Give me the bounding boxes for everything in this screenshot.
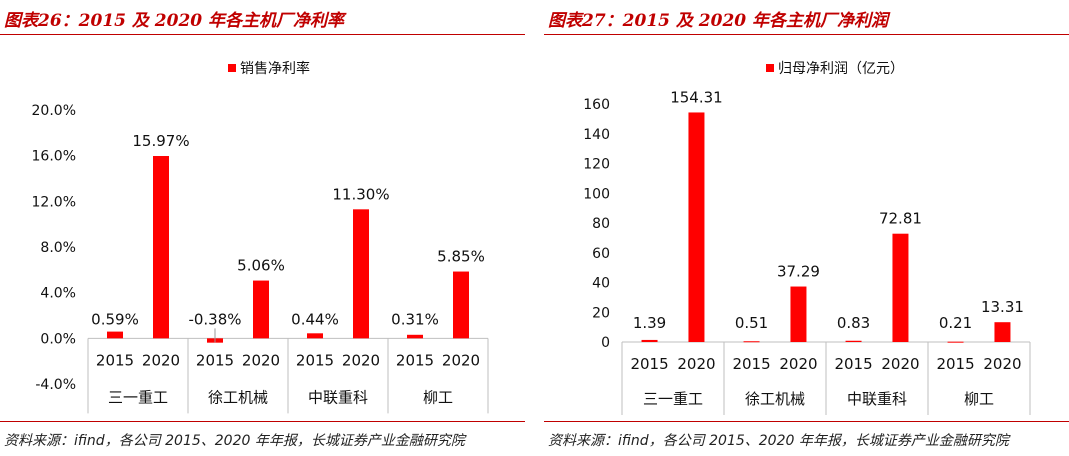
y-tick-label: 60 <box>592 246 610 262</box>
y-tick-label: 140 <box>583 127 610 143</box>
x-tick-year: 2020 <box>442 351 480 369</box>
x-group-label: 徐工机械 <box>208 388 268 406</box>
legend-label: 销售净利率 <box>240 60 310 77</box>
bar-三一重工-2020 <box>688 112 705 343</box>
bar-中联重科-2015 <box>307 333 323 339</box>
y-tick-label: 20 <box>592 305 610 321</box>
x-group-label: 徐工机械 <box>745 390 805 408</box>
x-tick-year: 2015 <box>396 351 434 369</box>
y-tick-label: 16.0% <box>32 149 76 165</box>
x-tick-year: 2020 <box>779 355 817 373</box>
y-tick-label: 100 <box>583 186 610 202</box>
y-tick-label: -4.0% <box>35 377 76 393</box>
y-tick-label: 40 <box>592 276 610 292</box>
bar-柳工-2020 <box>994 322 1011 342</box>
x-tick-year: 2020 <box>983 355 1021 373</box>
bar-中联重科-2020 <box>353 209 369 339</box>
y-tick-label: 4.0% <box>40 286 76 302</box>
y-tick-label: 8.0% <box>40 240 76 256</box>
figure-title: 图表27：2015 及 2020 年各主机厂净利润 <box>548 11 889 31</box>
bar-三一重工-2015 <box>641 339 658 342</box>
x-tick-year: 2020 <box>677 355 715 373</box>
bar-徐工机械-2015 <box>743 341 760 343</box>
data-label: 37.29 <box>777 263 820 281</box>
x-tick-year: 2015 <box>834 355 872 373</box>
x-group-label: 柳工 <box>423 388 453 406</box>
y-tick-label: 0 <box>601 335 610 351</box>
x-tick-year: 2015 <box>732 355 770 373</box>
x-tick-year: 2015 <box>936 355 974 373</box>
bar-中联重科-2020 <box>892 233 909 342</box>
bar-柳工-2015 <box>947 341 964 343</box>
bar-徐工机械-2020 <box>253 280 269 339</box>
source-note: 资料来源：ifind，各公司 2015、2020 年年报，长城证券产业金融研究院 <box>548 433 1009 449</box>
y-tick-label: 20.0% <box>32 103 76 119</box>
data-label: 11.30% <box>332 185 389 203</box>
data-label: 0.44% <box>291 310 339 328</box>
source-note: 资料来源：ifind，各公司 2015、2020 年年报，长城证券产业金融研究院 <box>4 433 465 449</box>
legend-label: 归母净利润（亿元） <box>778 60 904 77</box>
data-label: 72.81 <box>879 210 922 228</box>
data-label: 13.31 <box>981 298 1024 316</box>
y-tick-label: 120 <box>583 157 610 173</box>
x-tick-year: 2020 <box>142 351 180 369</box>
bar-柳工-2015 <box>407 334 423 339</box>
x-tick-year: 2015 <box>296 351 334 369</box>
data-label: 0.21 <box>939 314 972 332</box>
bar-中联重科-2015 <box>845 340 862 342</box>
bar-三一重工-2020 <box>153 156 169 339</box>
x-group-label: 三一重工 <box>108 388 168 406</box>
x-group-label: 中联重科 <box>847 390 907 408</box>
data-label: 5.85% <box>437 248 485 266</box>
x-group-label: 柳工 <box>964 390 994 408</box>
data-label: 0.83 <box>837 314 870 332</box>
net-margin-chart: 销售净利率 -4.0% 0.0% 4.0% 8.0% 12.0% 16.0% 20.0% 0.5… <box>32 60 489 414</box>
x-tick-year: 2020 <box>242 351 280 369</box>
bar-柳工-2020 <box>453 271 469 339</box>
bar-三一重工-2015 <box>107 331 123 339</box>
data-label: 15.97% <box>132 132 189 150</box>
bar-徐工机械-2020 <box>790 286 807 342</box>
data-label: 154.31 <box>670 88 723 106</box>
data-label: -0.38% <box>188 310 241 328</box>
data-label: 0.51 <box>735 314 768 332</box>
x-group-label: 中联重科 <box>308 388 368 406</box>
y-tick-label: 0.0% <box>40 331 76 347</box>
y-tick-label: 80 <box>592 216 610 232</box>
x-tick-year: 2015 <box>96 351 134 369</box>
x-tick-year: 2015 <box>196 351 234 369</box>
data-label: 1.39 <box>633 314 666 332</box>
source-rule <box>544 421 1069 422</box>
x-tick-year: 2015 <box>630 355 668 373</box>
y-tick-label: 12.0% <box>32 194 76 210</box>
title-rule <box>544 34 1069 35</box>
source-rule <box>0 421 525 422</box>
figure-title: 图表26：2015 及 2020 年各主机厂净利率 <box>4 11 345 31</box>
legend-swatch <box>766 64 774 72</box>
data-label: 0.31% <box>391 310 439 328</box>
title-rule <box>0 34 525 35</box>
x-tick-year: 2020 <box>881 355 919 373</box>
x-group-label: 三一重工 <box>643 390 703 408</box>
figure-26-panel: 图表26：2015 及 2020 年各主机厂净利率 销售净利率 -4.0% 0.0%… <box>0 0 525 456</box>
y-tick-label: 160 <box>583 97 610 113</box>
data-label: 0.59% <box>91 310 139 328</box>
net-profit-chart: 归母净利润（亿元） 0 20 40 60 80 100 120 140 160 1.39 2015 15… <box>583 60 1031 415</box>
legend-swatch <box>228 64 236 72</box>
data-label: 5.06% <box>237 257 285 275</box>
figure-27-panel: 图表27：2015 及 2020 年各主机厂净利润 归母净利润（亿元） 0 20 40… <box>544 0 1069 456</box>
x-tick-year: 2020 <box>342 351 380 369</box>
